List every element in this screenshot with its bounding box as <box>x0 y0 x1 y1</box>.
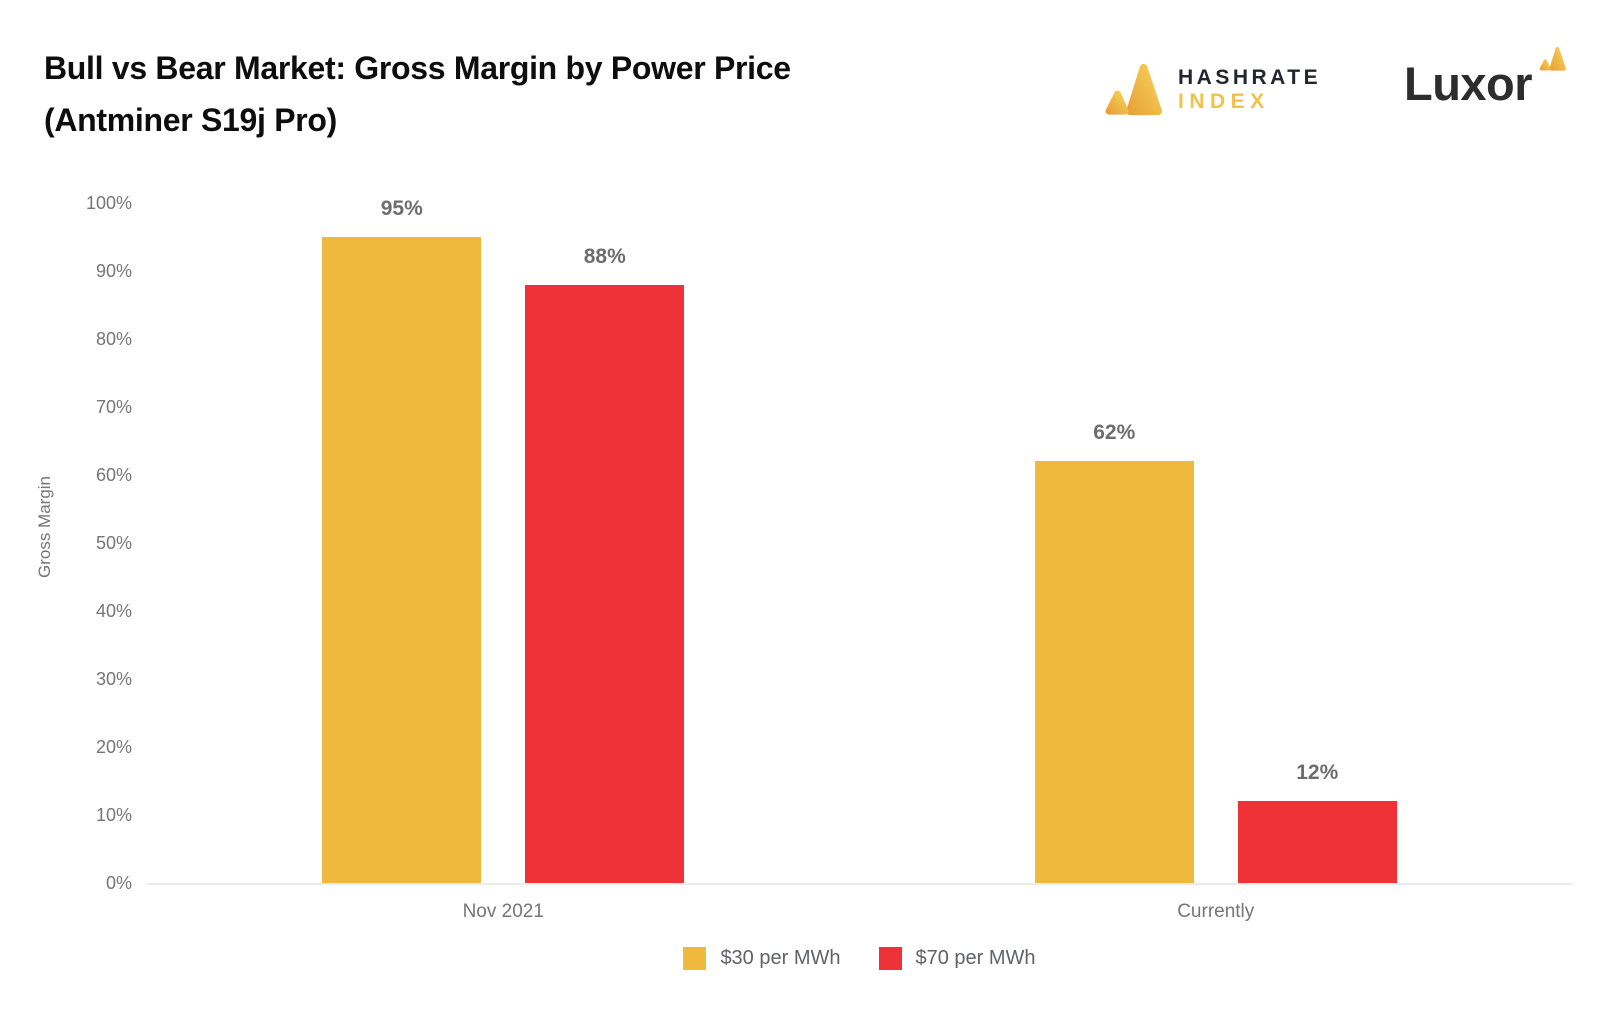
chart-title-line1: Bull vs Bear Market: Gross Margin by Pow… <box>44 50 791 86</box>
y-tick-label: 70% <box>95 397 132 417</box>
index-wordmark: INDEX <box>1178 90 1270 113</box>
bar-value-label: 88% <box>583 244 626 268</box>
y-tick-label: 10% <box>95 805 132 825</box>
legend-item: $70 per MWh <box>878 947 1036 970</box>
bar-nov-2021-series-1 <box>322 237 482 883</box>
y-tick-label: 50% <box>95 533 132 553</box>
legend-swatch-icon <box>878 947 902 970</box>
x-axis-line <box>147 883 1572 885</box>
hashrate-index-logo: HASHRATE INDEX <box>1104 62 1321 118</box>
legend: $30 per MWh $70 per MWh <box>147 947 1572 970</box>
luxor-logo-icon <box>1539 46 1567 71</box>
hashrate-wordmark: HASHRATE <box>1178 66 1322 89</box>
chart-title: Bull vs Bear Market: Gross Margin by Pow… <box>44 42 791 146</box>
legend-label: $30 per MWh <box>720 947 841 969</box>
y-tick-label: 40% <box>95 601 132 621</box>
bar-currently-series-1 <box>1034 461 1194 883</box>
bar-value-label: 12% <box>1296 761 1339 785</box>
y-tick-label: 100% <box>85 193 132 213</box>
legend-item: $30 per MWh <box>683 947 841 970</box>
x-tick-label: Nov 2021 <box>462 901 544 922</box>
luxor-logo: Luxor <box>1404 46 1567 110</box>
legend-swatch-icon <box>683 947 707 970</box>
y-tick-label: 90% <box>95 261 132 281</box>
bar-value-label: 62% <box>1093 421 1136 445</box>
y-tick-label: 0% <box>105 873 132 893</box>
y-tick-label: 60% <box>95 465 132 485</box>
bar-currently-series-2 <box>1237 801 1397 883</box>
bar-value-label: 95% <box>380 197 423 220</box>
luxor-wordmark: Luxor <box>1404 57 1533 110</box>
legend-label: $70 per MWh <box>915 947 1036 969</box>
y-tick-label: 80% <box>95 329 132 349</box>
y-tick-label: 20% <box>95 737 132 757</box>
hashrate-index-logo-text: HASHRATE INDEX <box>1178 66 1321 114</box>
plot-area: 0% 10% 20% 30% 40% 50% 60% 70% 80% 90% 100% 95% 88% N… <box>86 193 1572 922</box>
y-tick-label: 30% <box>95 669 132 689</box>
y-axis-title: Gross Margin <box>35 475 54 579</box>
x-tick-label: Currently <box>1177 901 1255 922</box>
bar-nov-2021-series-2 <box>525 284 685 883</box>
chart-title-line2: (Antminer S19j Pro) <box>44 102 338 138</box>
hashrate-index-logo-icon <box>1105 63 1162 116</box>
